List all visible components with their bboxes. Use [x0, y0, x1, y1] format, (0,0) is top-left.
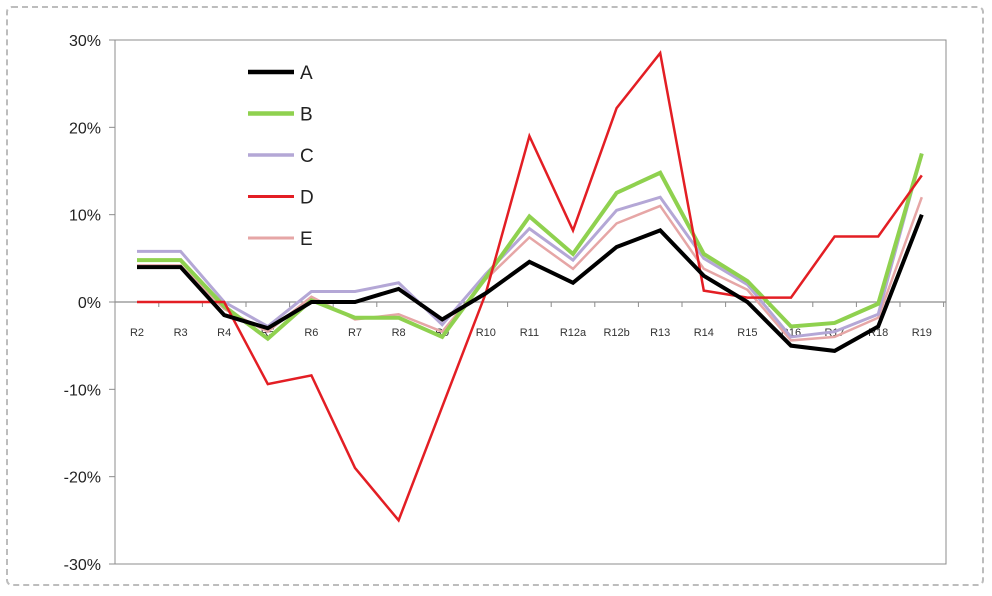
y-tick-label: -20%	[64, 470, 101, 487]
x-tick-label: R10	[476, 327, 496, 339]
legend-label-e: E	[300, 229, 313, 250]
y-tick-label: 0%	[78, 295, 101, 312]
series-line-c	[137, 153, 924, 339]
x-tick-label: R11	[520, 327, 539, 339]
x-tick-label: R19	[912, 327, 932, 339]
x-tick-label: R12b	[603, 327, 629, 339]
x-tick-label: R15	[737, 327, 757, 339]
legend-label-a: A	[300, 63, 313, 84]
series-line-a	[137, 213, 924, 353]
x-tick-label: R13	[650, 327, 670, 339]
y-tick-label: -30%	[64, 557, 101, 574]
x-tick-label: R14	[694, 327, 714, 339]
x-tick-label: R12a	[560, 327, 587, 339]
series-line-d	[137, 50, 923, 523]
y-tick-label: -10%	[64, 382, 101, 399]
series-line-e	[137, 196, 923, 342]
x-tick-label: R3	[174, 327, 188, 339]
y-tick-label: 10%	[69, 208, 101, 225]
chart-frame	[6, 6, 984, 586]
legend-label-b: B	[300, 105, 313, 126]
y-tick-label: 30%	[69, 33, 101, 50]
x-tick-label: R7	[348, 327, 362, 339]
x-tick-label: R4	[217, 327, 231, 339]
legend-label-c: C	[300, 146, 314, 167]
series-line-b	[137, 152, 924, 342]
y-tick-label: 20%	[69, 120, 101, 137]
x-tick-label: R2	[130, 327, 144, 339]
x-tick-label: R8	[392, 327, 406, 339]
x-tick-label: R6	[304, 327, 318, 339]
legend-label-d: D	[300, 188, 314, 209]
